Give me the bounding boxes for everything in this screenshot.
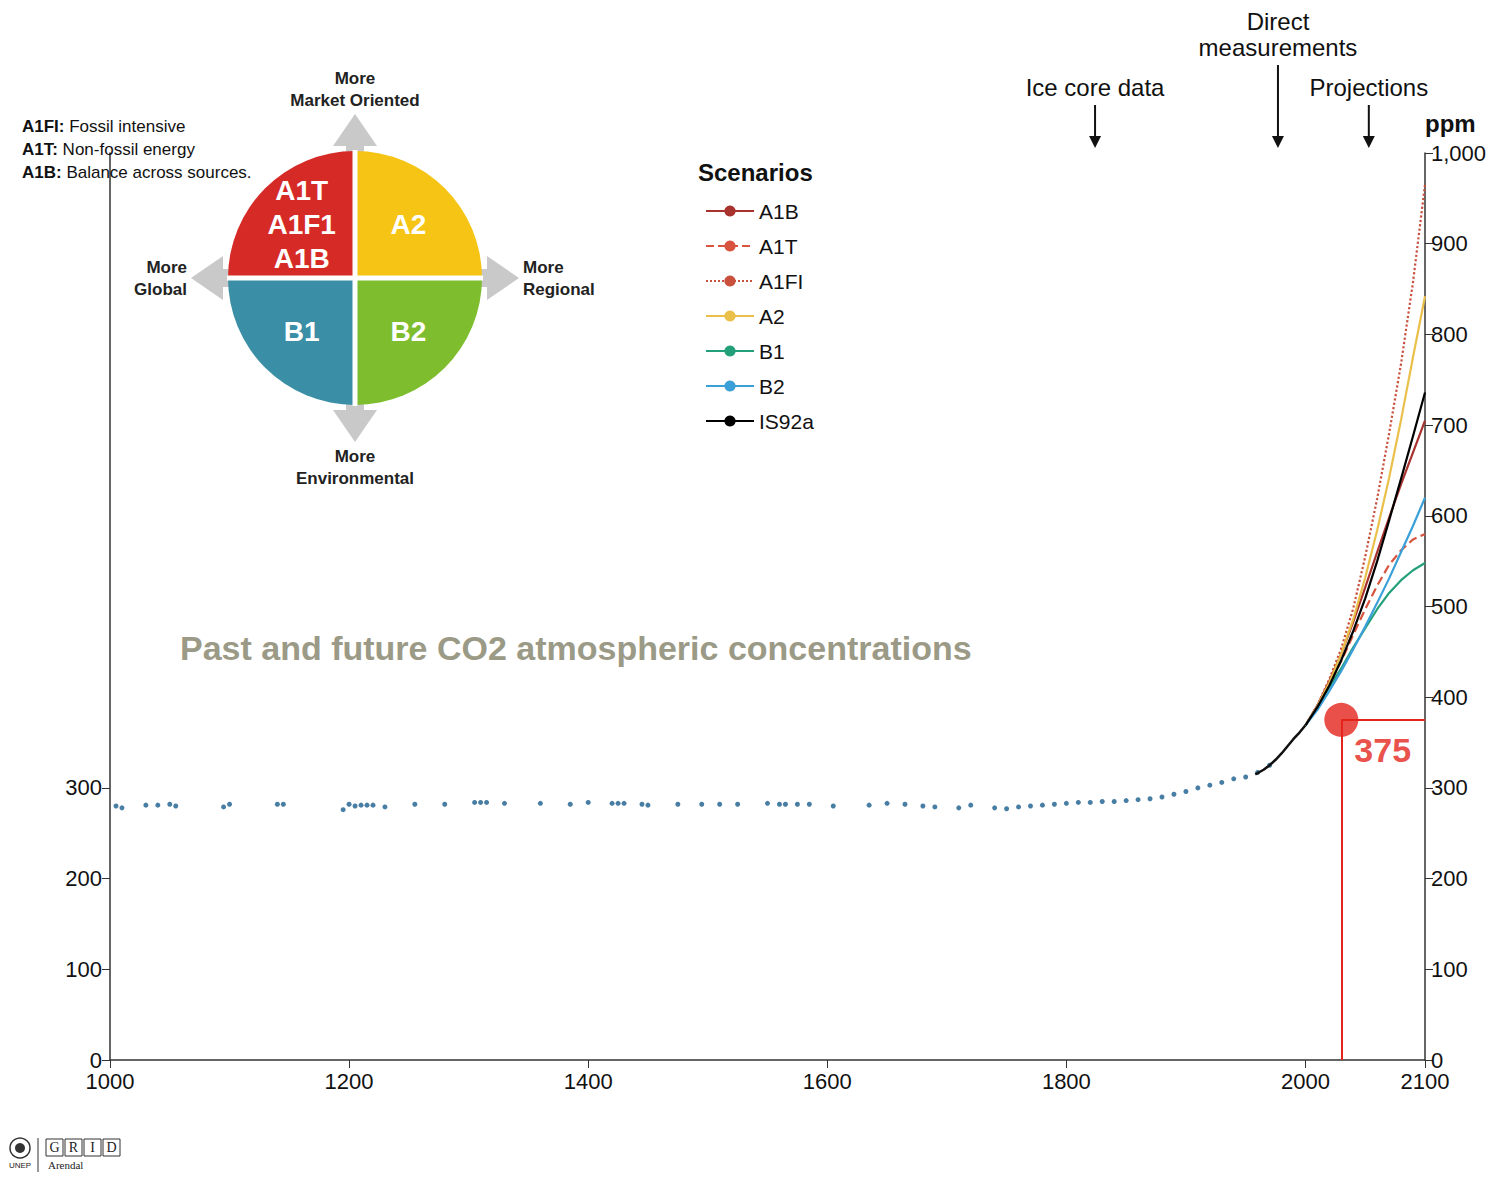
svg-text:IS92a: IS92a bbox=[759, 410, 814, 433]
svg-text:A1T:: A1T: bbox=[22, 140, 58, 159]
svg-text:A1B: A1B bbox=[759, 200, 799, 223]
svg-text:B1: B1 bbox=[284, 316, 320, 347]
svg-text:B2: B2 bbox=[759, 375, 785, 398]
svg-text:1,000: 1,000 bbox=[1431, 141, 1486, 166]
svg-text:A1FI:: A1FI: bbox=[22, 117, 65, 136]
svg-text:Scenarios: Scenarios bbox=[698, 159, 813, 186]
svg-text:A1B: A1B bbox=[274, 243, 330, 274]
svg-text:1400: 1400 bbox=[564, 1069, 613, 1094]
svg-text:300: 300 bbox=[1431, 775, 1468, 800]
svg-text:100: 100 bbox=[1431, 957, 1468, 982]
svg-text:Fossil intensive: Fossil intensive bbox=[65, 117, 186, 136]
svg-text:measurements: measurements bbox=[1199, 34, 1358, 61]
svg-text:D: D bbox=[106, 1140, 116, 1155]
svg-text:More: More bbox=[146, 258, 187, 277]
svg-text:A1T: A1T bbox=[275, 175, 328, 206]
svg-text:Environmental: Environmental bbox=[296, 469, 414, 488]
svg-text:R: R bbox=[69, 1140, 79, 1155]
svg-text:B2: B2 bbox=[390, 316, 426, 347]
svg-text:Direct: Direct bbox=[1247, 8, 1310, 35]
svg-text:1000: 1000 bbox=[86, 1069, 135, 1094]
svg-text:300: 300 bbox=[65, 775, 102, 800]
svg-text:2000: 2000 bbox=[1281, 1069, 1330, 1094]
svg-text:200: 200 bbox=[1431, 866, 1468, 891]
svg-text:Global: Global bbox=[134, 280, 187, 299]
svg-text:900: 900 bbox=[1431, 231, 1468, 256]
svg-text:A1B:: A1B: bbox=[22, 163, 62, 182]
svg-text:More: More bbox=[335, 447, 376, 466]
svg-text:400: 400 bbox=[1431, 685, 1468, 710]
svg-text:700: 700 bbox=[1431, 413, 1468, 438]
svg-text:500: 500 bbox=[1431, 594, 1468, 619]
svg-text:Ice core data: Ice core data bbox=[1026, 74, 1165, 101]
svg-text:200: 200 bbox=[65, 866, 102, 891]
svg-text:A1F1: A1F1 bbox=[267, 209, 335, 240]
svg-text:100: 100 bbox=[65, 957, 102, 982]
svg-text:Non-fossil energy: Non-fossil energy bbox=[58, 140, 196, 159]
svg-text:600: 600 bbox=[1431, 503, 1468, 528]
svg-text:Arendal: Arendal bbox=[48, 1159, 83, 1171]
svg-text:800: 800 bbox=[1431, 322, 1468, 347]
svg-text:I: I bbox=[90, 1140, 95, 1155]
svg-text:Market Oriented: Market Oriented bbox=[290, 91, 419, 110]
svg-text:0: 0 bbox=[1431, 1047, 1444, 1073]
svg-text:0: 0 bbox=[89, 1047, 102, 1073]
svg-text:A2: A2 bbox=[390, 209, 426, 240]
svg-text:2100: 2100 bbox=[1401, 1069, 1450, 1094]
svg-text:A1T: A1T bbox=[759, 235, 798, 258]
svg-text:1600: 1600 bbox=[803, 1069, 852, 1094]
svg-text:1800: 1800 bbox=[1042, 1069, 1091, 1094]
svg-text:Balance across sources.: Balance across sources. bbox=[62, 163, 252, 182]
svg-text:B1: B1 bbox=[759, 340, 785, 363]
svg-text:ppm: ppm bbox=[1425, 110, 1476, 137]
svg-text:375: 375 bbox=[1354, 731, 1411, 769]
svg-text:G: G bbox=[49, 1140, 59, 1155]
svg-text:Projections: Projections bbox=[1309, 74, 1428, 101]
svg-text:More: More bbox=[335, 69, 376, 88]
svg-text:A2: A2 bbox=[759, 305, 785, 328]
svg-text:Regional: Regional bbox=[523, 280, 595, 299]
svg-text:1200: 1200 bbox=[325, 1069, 374, 1094]
svg-text:UNEP: UNEP bbox=[9, 1161, 31, 1170]
svg-text:More: More bbox=[523, 258, 564, 277]
svg-text:A1FI: A1FI bbox=[759, 270, 803, 293]
svg-text:Past and future CO2 atmospheri: Past and future CO2 atmospheric concentr… bbox=[180, 629, 972, 667]
